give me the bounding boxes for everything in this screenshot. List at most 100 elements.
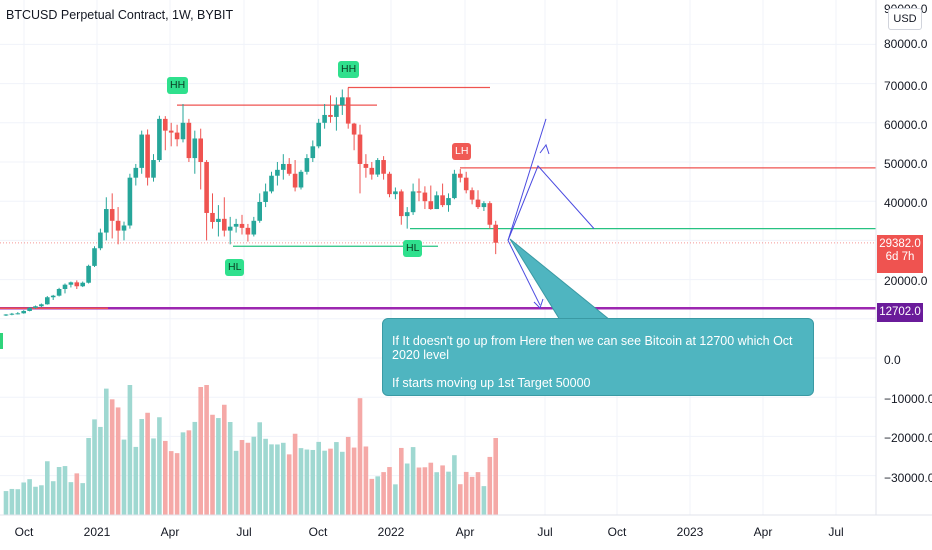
candle-body <box>163 118 168 131</box>
candle-body <box>304 158 310 172</box>
time-tick-label: Oct <box>608 525 627 539</box>
candle-body <box>186 122 192 159</box>
volume-bar <box>74 473 80 515</box>
candle-body <box>463 177 469 191</box>
candle-body <box>345 97 351 124</box>
pivot-hl-2: HL <box>403 240 423 257</box>
candle-body <box>257 201 262 221</box>
volume-bar <box>233 450 239 515</box>
volume-bar <box>251 436 257 515</box>
time-tick-label: Jul <box>236 525 251 539</box>
candle-body <box>15 313 21 315</box>
volume-bar <box>168 451 174 515</box>
time-tick-label: Apr <box>161 525 180 539</box>
volume-bar <box>216 418 221 515</box>
candle-body <box>192 138 198 159</box>
volume-bar <box>68 482 74 515</box>
volume-bar <box>463 471 469 515</box>
annotation-line-1: If It doesn't go up from Here then we ca… <box>392 334 793 362</box>
volume-bar <box>363 446 369 515</box>
volume-bar <box>239 439 245 515</box>
candle-body <box>68 282 74 285</box>
candle-body <box>9 313 15 315</box>
annotation-callout[interactable]: If It doesn't go up from Here then we ca… <box>382 318 814 396</box>
candle-body <box>33 306 38 308</box>
price-tick-label: 70000.0 <box>884 79 928 93</box>
candle-body <box>334 105 339 117</box>
candle-body <box>62 284 68 290</box>
volume-bar <box>21 482 26 515</box>
volume-bar <box>292 433 298 515</box>
volume-bar <box>56 467 62 515</box>
volume-bar <box>121 439 127 515</box>
volume-bar <box>334 442 339 515</box>
volume-bar <box>50 481 56 515</box>
level-lines <box>0 86 876 310</box>
volume-bar <box>92 419 97 515</box>
currency-button[interactable]: USD <box>888 8 922 30</box>
candle-body <box>92 248 97 266</box>
volume-bar <box>133 446 139 515</box>
pivot-hl-1: HL <box>225 259 245 276</box>
volume-bar <box>192 421 198 515</box>
pivot-hh-2: HH <box>338 61 360 78</box>
volume-bar <box>186 430 192 515</box>
candle-body <box>109 209 115 221</box>
volume-bar <box>227 422 233 515</box>
volume-bar <box>393 484 398 515</box>
candle-body <box>56 289 62 296</box>
time-tick-label: Oct <box>309 525 328 539</box>
volume-bar <box>139 419 144 515</box>
volume-bar <box>340 451 345 515</box>
pivot-hh-1: HH <box>167 77 189 94</box>
volume-bar <box>39 485 44 515</box>
volume-bar <box>375 476 380 515</box>
volume-bar <box>487 456 493 515</box>
candle-body <box>21 310 26 314</box>
candle-body <box>404 212 410 217</box>
candle-body <box>487 203 493 225</box>
volume-bar <box>115 407 121 515</box>
volume-bar <box>210 414 215 515</box>
candle-body <box>286 163 292 174</box>
candle-body <box>127 177 133 226</box>
price-tick-label: 80000.0 <box>884 37 928 51</box>
volume-bar <box>434 472 439 515</box>
candle-body <box>233 223 239 227</box>
candle-body <box>381 160 386 174</box>
candle-body <box>493 224 498 243</box>
volume-bar <box>304 449 310 515</box>
time-tick-label: 2022 <box>378 525 405 539</box>
time-tick-label: 2021 <box>84 525 111 539</box>
candle-body <box>145 134 150 178</box>
level-price-tag: 12702.0 <box>877 303 923 322</box>
candle-body <box>399 191 404 217</box>
volume-bar <box>351 447 357 515</box>
volume-bar <box>446 471 451 515</box>
candle-body <box>469 190 475 200</box>
candle-body <box>458 173 463 178</box>
candle-body <box>139 134 144 168</box>
price-tick-label: 40000.0 <box>884 196 928 210</box>
candle-body <box>151 160 156 178</box>
volume-bar <box>458 484 463 515</box>
pivot-lh: LH <box>452 143 472 160</box>
volume-bar <box>387 467 392 515</box>
candle-body <box>357 134 363 164</box>
time-tick-label: Jul <box>537 525 552 539</box>
volume-bar <box>475 472 481 515</box>
candle-body <box>328 114 333 117</box>
candle-body <box>45 297 50 305</box>
volume-bar <box>469 476 475 515</box>
candle-body <box>369 167 375 175</box>
volume-bar <box>3 491 9 515</box>
candle-body <box>222 218 227 231</box>
candle-body <box>428 201 434 210</box>
candle-body <box>416 191 422 193</box>
current-price-label: 29382.0 <box>879 238 921 250</box>
time-axis[interactable]: Oct 2021 Apr Jul Oct 2022 Apr Jul Oct 2023 Apr Jul <box>15 525 844 539</box>
candle-body <box>180 122 186 140</box>
volume-bar <box>281 442 286 515</box>
candle-body <box>80 282 85 287</box>
